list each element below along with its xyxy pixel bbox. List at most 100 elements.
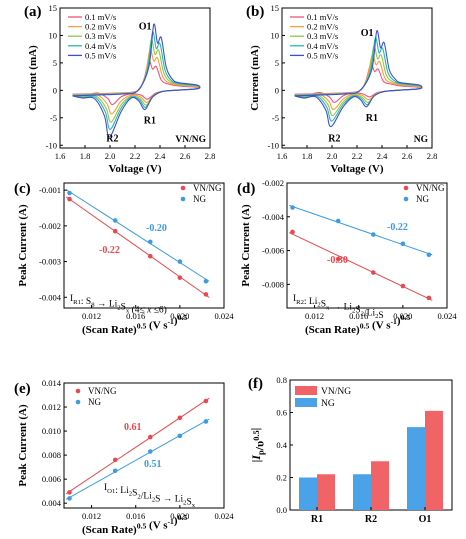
legend-label: NG <box>321 399 335 409</box>
y-axis-label: Peak Current (A) <box>240 204 252 287</box>
x-tick-label: 2.0 <box>105 151 116 161</box>
fit-line-ng <box>65 418 210 500</box>
panel-label: (c) <box>14 181 31 197</box>
y-tick-label: -10 <box>268 140 279 150</box>
slope-label: 0.61 <box>124 422 142 433</box>
data-point-vnng <box>203 292 209 297</box>
y-tick-label: -0.003 <box>39 257 61 267</box>
slope-label: -0.22 <box>99 245 120 256</box>
x-tick-label: 2.4 <box>155 151 166 161</box>
x-tick-label: 0.012 <box>82 511 101 521</box>
y-tick-label: -10 <box>46 140 57 150</box>
y-tick-label: 15 <box>49 3 58 13</box>
data-point-vnng <box>67 490 72 495</box>
fit-line-ng <box>289 204 433 256</box>
data-point-ng <box>67 190 72 196</box>
annotation-R1: R1 <box>366 113 378 124</box>
scatter-panel-d: 0.012 0.016 0.020 0.024 -0.002 -0.004 -0.006 -0… <box>237 178 457 336</box>
data-point-vnng <box>370 270 376 275</box>
y-tick-label: -5 <box>50 113 57 123</box>
cv-panel-b: 1.6 1.8 2.0 2.2 2.4 2.6 2.8 -10 -5 0 5 10 15 0.1 mV/s… <box>246 3 437 175</box>
y-tick-label: 0.004 <box>42 498 62 508</box>
y-tick-label: 0 <box>275 85 279 95</box>
cv-curve-05 <box>72 23 201 138</box>
x-tick-label: 1.8 <box>302 151 313 161</box>
legend-label: 0.2 mV/s <box>307 22 338 32</box>
x-tick-label: 2.0 <box>327 151 338 161</box>
annotation-R1: R1 <box>144 116 156 127</box>
data-point-ng <box>335 218 341 224</box>
slope-label: 0.51 <box>144 459 162 470</box>
panel-label: (f) <box>248 376 263 392</box>
bar-ng-r2 <box>353 474 371 510</box>
y-axis-label: |Ip/υ0.5| <box>248 428 267 463</box>
plot-frame-b <box>281 7 433 149</box>
slope-label: -0.30 <box>327 255 348 266</box>
annotation-O1: O1 <box>361 28 374 39</box>
plot-frame-e <box>63 382 225 509</box>
y-tick-label: 5 <box>53 58 57 68</box>
legend-label: NG <box>88 397 101 407</box>
annotation-R2: R2 <box>106 133 118 144</box>
x-tick-label: 0.020 <box>170 511 189 521</box>
y-tick-label: 0.006 <box>42 474 61 484</box>
x-axis-label: Voltage (V) <box>108 163 161 175</box>
legend-label: 0.4 mV/s <box>85 41 116 51</box>
x-tick-label: 0.012 <box>82 311 101 321</box>
cv-panel-a: 1.6 1.8 2.0 2.2 2.4 2.6 2.8 -10 -5 0 5 10 15 0.1 mV/s… <box>24 3 215 175</box>
legend-label: VN/NG <box>416 183 445 193</box>
data-point-ng <box>177 433 183 439</box>
legend-label: NG <box>416 194 429 204</box>
x-tick-label: 2.8 <box>427 151 438 161</box>
reaction-note: IR1: S8 → Li2Sx (4≤ x ≤6) <box>70 294 167 315</box>
data-point-ng <box>290 205 295 210</box>
scatter-panel-e: 0.012 0.016 0.020 0.024 0.004 0.006 0.008 0.010… <box>14 378 234 536</box>
legend-label: VN/NG <box>88 386 117 396</box>
x-axis-label: (Scan Rate)0.5 (V s-1)0.5 <box>305 313 410 336</box>
data-point-ng <box>67 496 72 501</box>
data-point-vnng <box>177 275 183 280</box>
data-point-ng <box>203 419 209 424</box>
data-point-ng <box>147 239 153 245</box>
legend-label: VN/NG <box>321 387 351 397</box>
data-point-vnng <box>112 228 118 234</box>
y-axis-label: Current (mA) <box>249 45 261 111</box>
annotation-O1: O1 <box>139 21 152 32</box>
x-axis-label: Voltage (V) <box>330 163 383 175</box>
x-tick-label: 2.2 <box>352 151 363 161</box>
legend-label: 0.1 mV/s <box>307 12 338 22</box>
x-axis-label: (Scan Rate)0.5 (V s-1)0.5 <box>82 313 187 336</box>
x-tick-label: 0.024 <box>214 511 234 521</box>
y-tick-label: -0.004 <box>262 212 285 222</box>
data-point-ng <box>177 259 183 264</box>
x-tick-label: 0.012 <box>305 311 324 321</box>
x-tick-label: 2.6 <box>402 151 413 161</box>
y-tick-label: 5 <box>275 58 279 68</box>
data-point-ng <box>112 218 118 223</box>
data-point-vnng <box>147 253 153 259</box>
bar-vnng-o1 <box>425 410 443 510</box>
data-point-ng <box>426 252 432 258</box>
x-tick-label: 0.016 <box>126 511 145 521</box>
x-tick-label: 0.024 <box>214 311 234 321</box>
x-tick-label: 0.020 <box>393 311 412 321</box>
x-tick-label: 0.020 <box>170 311 189 321</box>
y-tick-label: -0.002 <box>39 221 61 231</box>
y-tick-label: 0.2 <box>276 473 287 483</box>
reaction-note: IO1: Li2S2/Li2S → Li2Sx <box>104 483 196 509</box>
slope-label: -0.22 <box>387 222 408 233</box>
panel-label: (b) <box>246 4 264 20</box>
data-point-ng <box>203 278 209 284</box>
legend-label: 0.1 mV/s <box>85 12 116 22</box>
bar-panel-f: R1 R2 O1 0.0 0.2 0.4 0.6 0.8 VN/NG NG |Ip/υ0.5| (f) <box>248 375 453 525</box>
x-tick-label: 2.6 <box>180 151 191 161</box>
legend-label: 0.5 mV/s <box>85 50 116 60</box>
data-point-vnng <box>177 415 183 421</box>
data-point-vnng <box>147 434 153 440</box>
data-point-vnng <box>203 398 209 404</box>
legend-swatch <box>295 386 317 395</box>
fit-line-vnng <box>65 397 210 495</box>
legend-label: 0.3 mV/s <box>307 31 338 41</box>
cv-curve-05 <box>294 30 423 128</box>
x-axis-label: (Scan Rate)0.5 (V s-1)0.5 <box>82 513 187 536</box>
